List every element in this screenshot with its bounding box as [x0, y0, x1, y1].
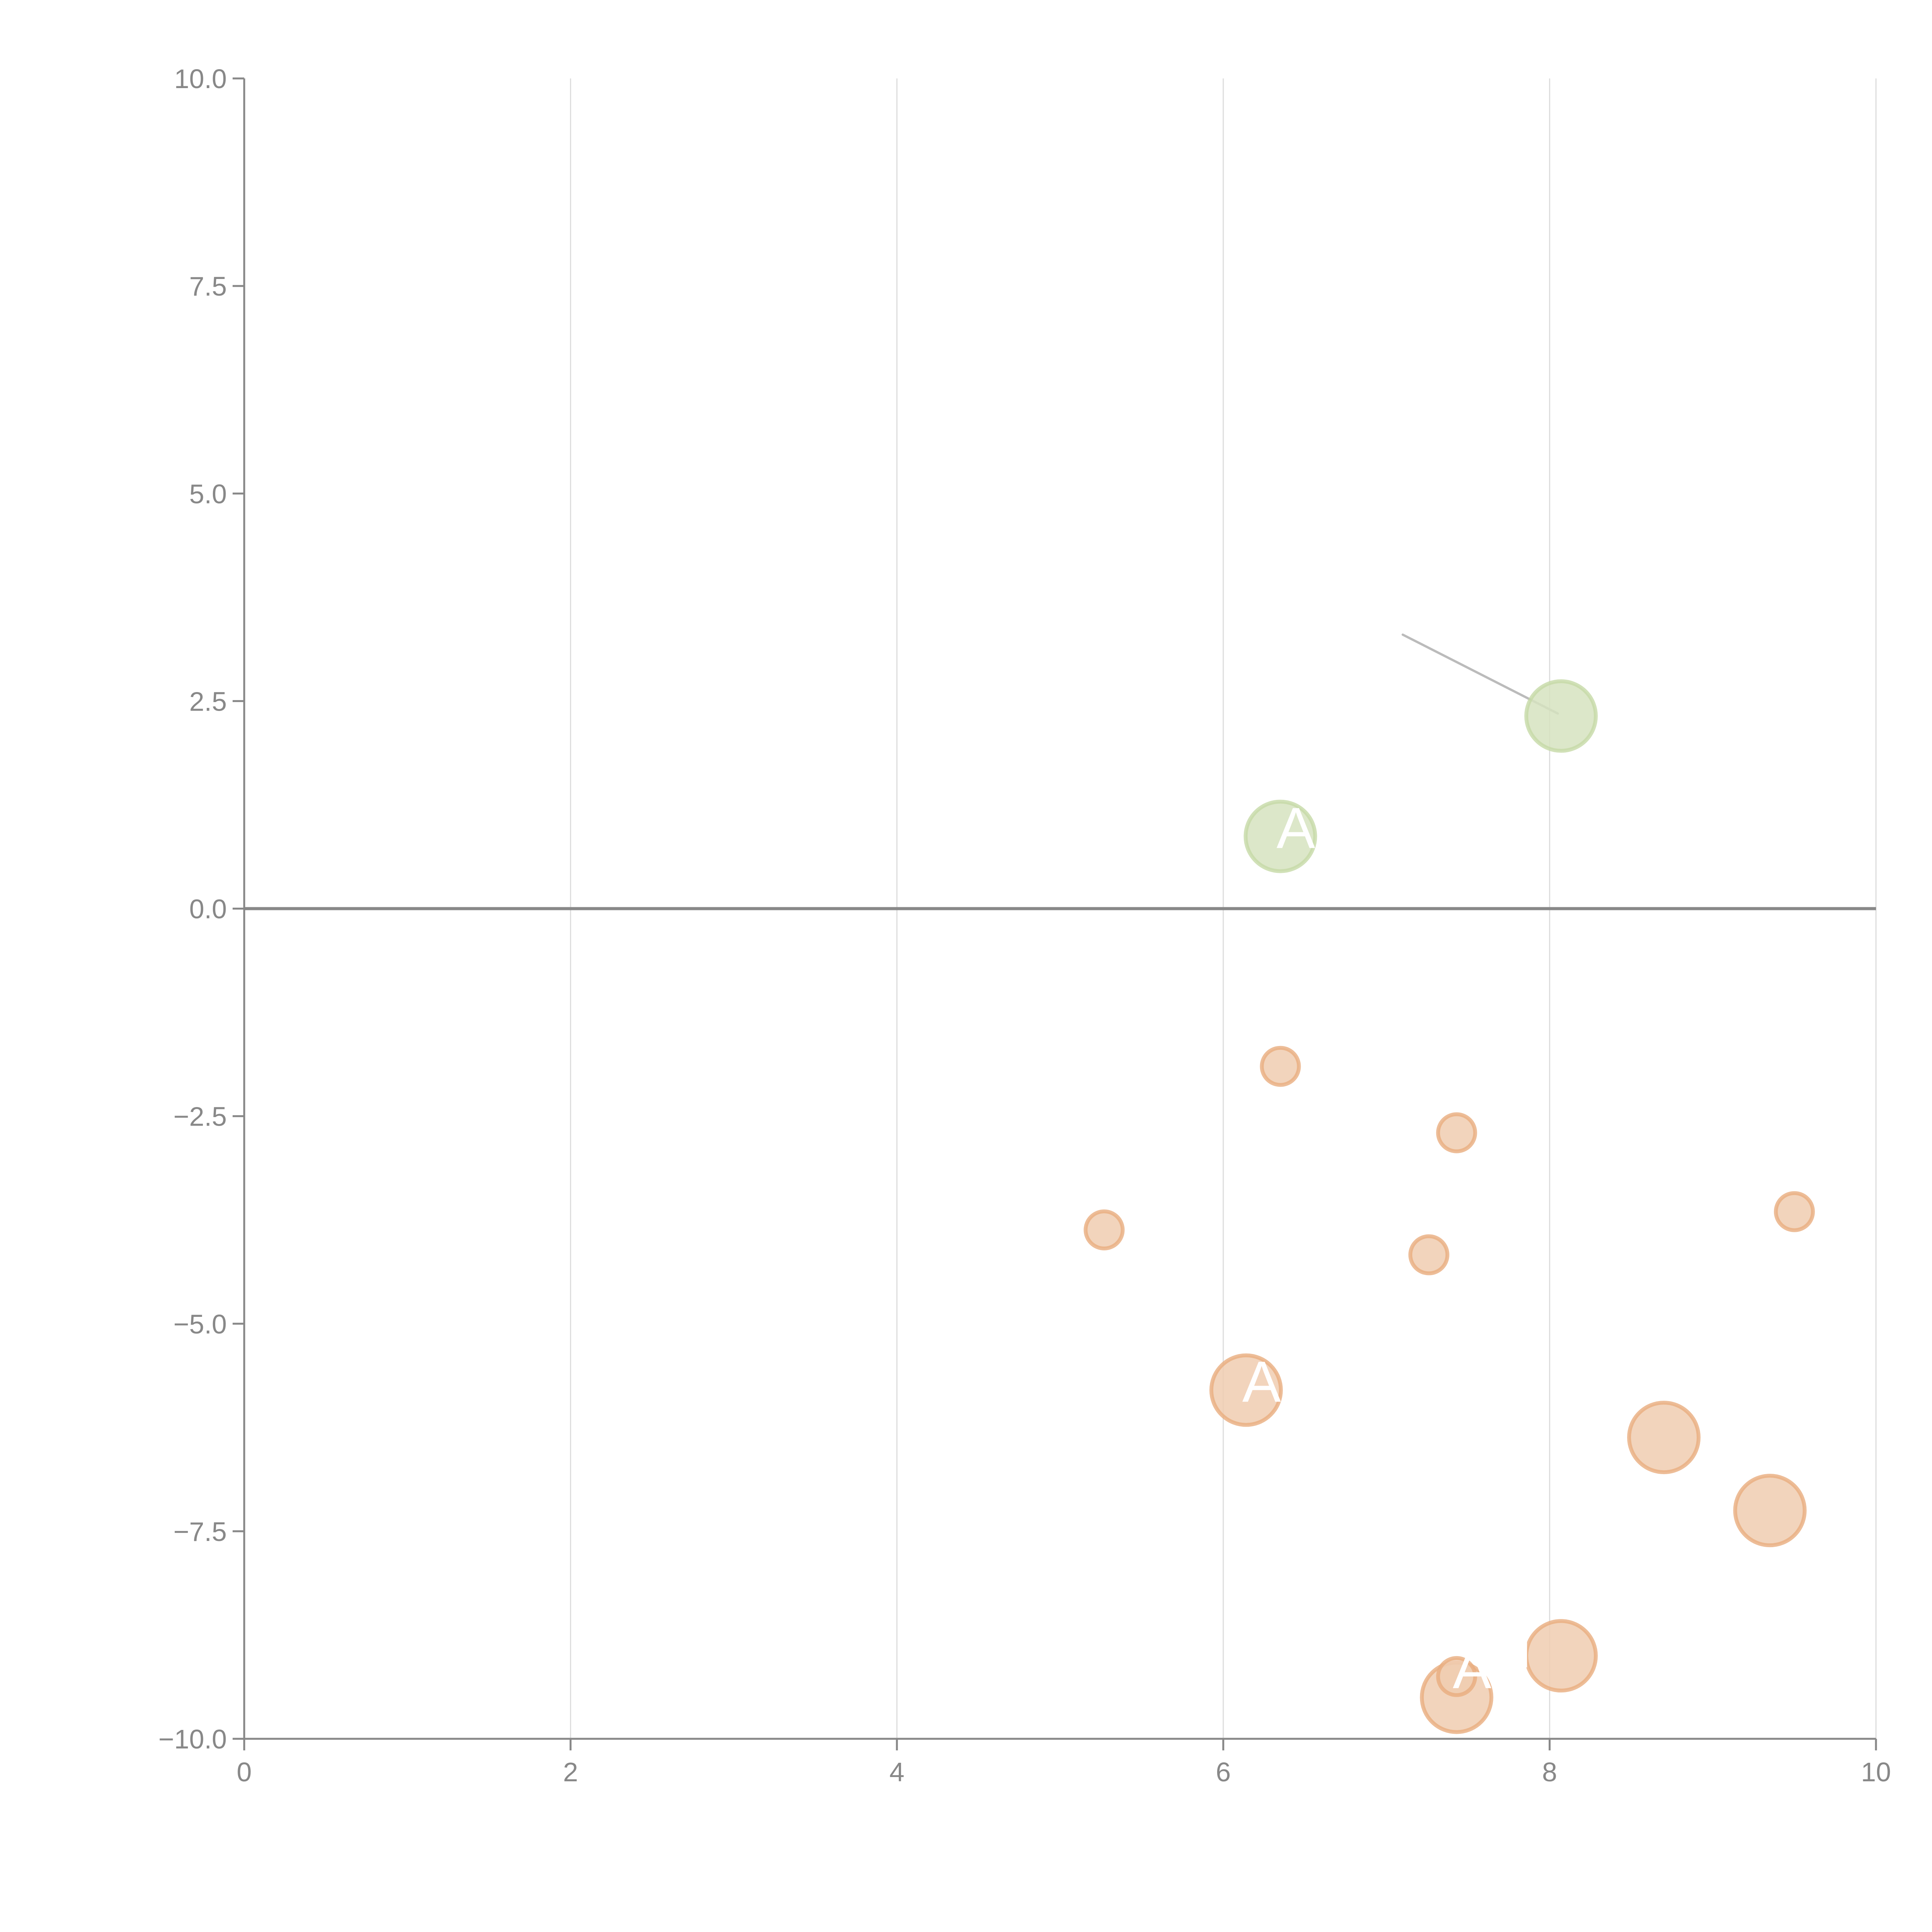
point-label: H [1490, 1615, 1532, 1680]
point-label: A [1242, 1349, 1281, 1414]
data-point [1774, 1191, 1815, 1232]
data-point [1436, 1656, 1477, 1697]
data-point [1083, 1209, 1125, 1250]
data-point [1524, 679, 1598, 753]
data-point [1627, 1401, 1701, 1475]
data-point [1524, 1619, 1598, 1693]
data-point [1243, 799, 1317, 873]
y-tick-label: 2.5 [189, 686, 227, 716]
data-point [1260, 1046, 1301, 1087]
x-tick-label: 2 [563, 1757, 578, 1787]
data-point [1209, 1353, 1283, 1427]
y-tick-label: 5.0 [189, 479, 227, 509]
x-tick-label: 8 [1542, 1757, 1557, 1787]
data-point [1733, 1474, 1807, 1548]
point-label: A [1453, 1636, 1492, 1701]
data-points [1083, 679, 1815, 1734]
x-tick-label: 4 [889, 1757, 905, 1787]
y-tick-label: 10.0 [174, 64, 227, 94]
y-tick-label: 7.5 [189, 271, 227, 301]
point-label: A [1277, 796, 1315, 861]
x-tick-label: 0 [237, 1757, 252, 1787]
data-point [1408, 1234, 1449, 1276]
y-tick-label: −2.5 [173, 1102, 227, 1132]
y-tick-label: 0.0 [189, 894, 227, 924]
x-tick-label: 6 [1216, 1757, 1231, 1787]
tick-labels: 10.0 7.5 5.0 2.5 0.0 −2.5 −5.0 −7.5 −10.0 0 2 4 6 8 10 [158, 64, 1891, 1787]
axes [233, 77, 1877, 1750]
data-point [1436, 1112, 1477, 1153]
y-tick-label: −5.0 [173, 1309, 227, 1339]
x-tick-label: 10 [1861, 1757, 1891, 1787]
y-tick-label: −7.5 [173, 1517, 227, 1547]
y-tick-label: −10.0 [158, 1724, 227, 1754]
